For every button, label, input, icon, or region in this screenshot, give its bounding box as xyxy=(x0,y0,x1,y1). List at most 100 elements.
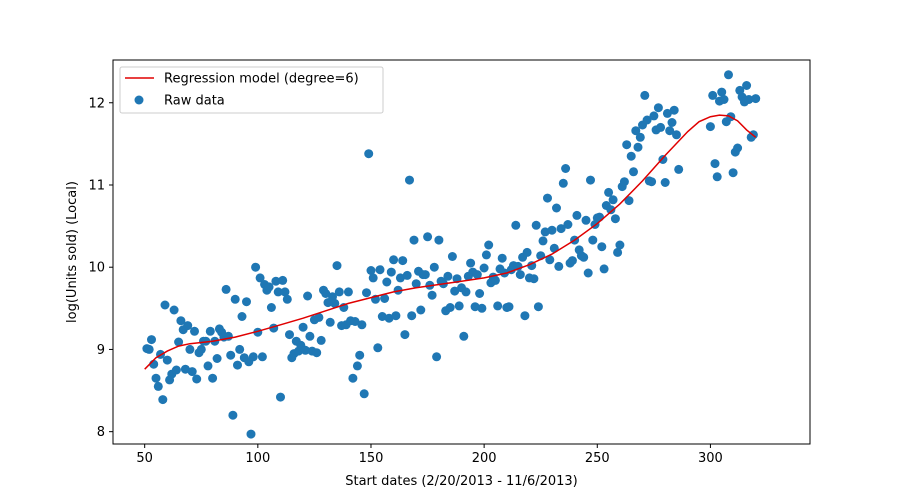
data-point-146 xyxy=(472,270,482,280)
data-point-177 xyxy=(543,193,552,203)
data-point-151 xyxy=(484,240,494,250)
data-point-160 xyxy=(504,302,514,312)
x-tick-label-100: 100 xyxy=(245,451,270,466)
data-point-96 xyxy=(359,389,369,399)
data-point-109 xyxy=(389,255,399,265)
data-point-171 xyxy=(529,274,539,284)
data-point-226 xyxy=(653,103,663,113)
data-point-216 xyxy=(631,126,641,136)
data-point-118 xyxy=(409,235,419,245)
data-point-84 xyxy=(332,261,342,271)
y-tick-label-12: 12 xyxy=(88,96,105,111)
data-point-204 xyxy=(604,187,614,197)
data-point-165 xyxy=(515,270,525,280)
data-point-234 xyxy=(672,130,681,140)
data-point-256 xyxy=(751,94,761,104)
data-point-97 xyxy=(362,288,371,298)
data-point-50 xyxy=(255,273,265,283)
data-point-1 xyxy=(144,344,154,354)
data-point-111 xyxy=(393,285,403,295)
data-point-140 xyxy=(459,331,469,341)
data-point-143 xyxy=(466,258,476,268)
data-point-179 xyxy=(547,225,557,235)
data-point-106 xyxy=(382,277,392,287)
data-point-235 xyxy=(674,164,684,174)
data-point-175 xyxy=(538,236,548,246)
data-point-196 xyxy=(586,175,595,185)
data-point-24 xyxy=(196,344,206,354)
data-point-93 xyxy=(352,361,362,371)
data-point-39 xyxy=(230,294,240,304)
data-point-71 xyxy=(303,291,313,301)
y-axis-ticks: 8 9 10 11 12 xyxy=(88,96,113,440)
data-point-209 xyxy=(615,240,625,250)
data-point-103 xyxy=(375,265,385,275)
legend-box xyxy=(119,66,384,114)
data-point-54 xyxy=(264,282,274,292)
data-point-239 xyxy=(712,172,722,182)
data-point-70 xyxy=(300,345,310,355)
data-point-20 xyxy=(187,367,197,377)
data-point-85 xyxy=(334,287,344,297)
data-point-172 xyxy=(531,220,541,230)
data-point-220 xyxy=(640,90,650,100)
data-point-248 xyxy=(733,143,743,153)
data-point-60 xyxy=(278,275,288,285)
data-point-102 xyxy=(373,343,383,353)
x-tick-label-250: 250 xyxy=(585,451,610,466)
data-point-22 xyxy=(192,374,202,384)
data-point-63 xyxy=(285,330,294,340)
data-point-31 xyxy=(212,354,222,363)
data-point-237 xyxy=(708,90,718,100)
data-point-121 xyxy=(416,305,426,315)
data-point-126 xyxy=(427,290,437,300)
data-point-214 xyxy=(626,151,636,161)
data-point-154 xyxy=(490,275,500,285)
data-point-89 xyxy=(343,287,353,297)
data-point-232 xyxy=(667,118,677,127)
data-point-193 xyxy=(579,252,589,262)
legend-raw-data-label: Raw data xyxy=(164,94,225,109)
data-point-221 xyxy=(642,115,652,125)
data-point-19 xyxy=(185,344,195,354)
x-tick-label-300: 300 xyxy=(698,451,723,466)
data-point-12 xyxy=(169,305,179,315)
data-point-167 xyxy=(520,311,530,321)
data-point-252 xyxy=(742,81,752,90)
data-point-231 xyxy=(665,126,675,136)
data-point-188 xyxy=(567,256,577,266)
data-point-127 xyxy=(429,262,439,272)
data-point-114 xyxy=(400,330,410,340)
y-tick-label-10: 10 xyxy=(88,261,105,276)
data-point-173 xyxy=(533,302,543,312)
data-point-110 xyxy=(391,311,401,321)
data-point-104 xyxy=(377,312,387,321)
data-point-201 xyxy=(597,242,607,252)
data-point-59 xyxy=(276,392,285,402)
data-point-5 xyxy=(153,381,163,391)
data-point-55 xyxy=(266,303,276,312)
data-point-182 xyxy=(554,261,564,271)
data-point-241 xyxy=(717,87,727,97)
data-point-128 xyxy=(432,352,442,362)
data-point-150 xyxy=(481,250,491,260)
data-point-229 xyxy=(660,178,670,187)
data-point-113 xyxy=(398,256,408,266)
data-point-207 xyxy=(610,214,620,224)
data-point-95 xyxy=(357,320,367,330)
data-point-40 xyxy=(233,360,242,370)
data-point-238 xyxy=(710,159,720,169)
y-tick-label-9: 9 xyxy=(97,343,105,358)
data-point-194 xyxy=(581,215,591,225)
data-point-129 xyxy=(434,235,444,245)
data-point-72 xyxy=(305,331,315,341)
data-point-14 xyxy=(174,337,184,347)
data-point-38 xyxy=(228,410,238,420)
data-point-217 xyxy=(633,142,643,152)
plot-area-frame xyxy=(112,59,811,445)
data-point-141 xyxy=(461,287,471,297)
x-axis-label: Start dates (2/20/2013 - 11/6/2013) xyxy=(345,474,578,489)
data-point-29 xyxy=(208,373,218,383)
data-point-242 xyxy=(719,95,729,104)
